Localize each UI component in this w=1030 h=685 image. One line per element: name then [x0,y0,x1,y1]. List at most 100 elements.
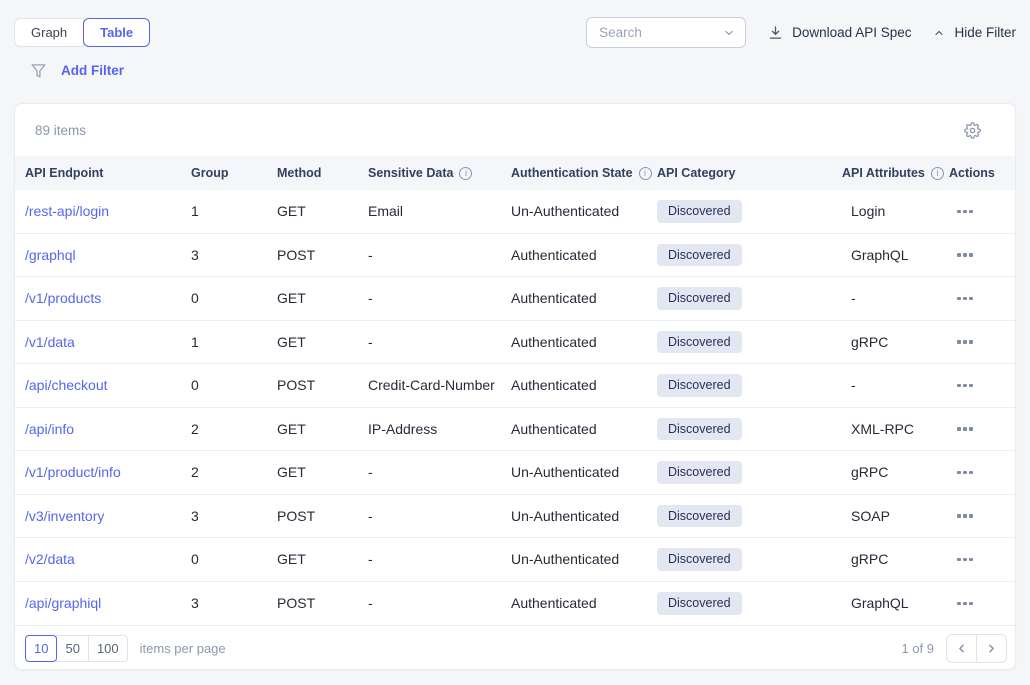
group-cell: 2 [191,420,199,437]
chevron-up-icon [933,27,945,39]
gear-icon[interactable] [964,121,981,139]
column-header-sensitive-data: Sensitive Data i [358,156,501,190]
actions-cell [939,538,1015,581]
endpoint-link[interactable]: /v1/products [25,290,102,307]
row-actions-button[interactable] [955,249,975,261]
endpoint-link[interactable]: /v3/inventory [25,507,105,524]
group-cell: 0 [191,377,199,394]
info-icon[interactable]: i [930,166,944,180]
endpoint-link[interactable]: /v2/data [25,551,75,568]
attributes-cell: GraphQL [851,246,909,263]
category-badge: Discovered [657,374,742,397]
attributes-cell: Login [851,203,886,220]
page-size-100[interactable]: 100 [87,634,128,662]
row-actions-button[interactable] [955,598,975,610]
endpoint-link[interactable]: /api/checkout [25,377,108,394]
auth-state-cell: Authenticated [511,420,597,437]
category-badge: Discovered [657,504,742,527]
endpoint-link[interactable]: /graphql [25,246,76,263]
method-cell: GET [277,551,306,568]
row-actions-button[interactable] [955,467,975,479]
row-actions-button[interactable] [955,336,975,348]
attributes-cell: SOAP [851,507,890,524]
category-badge: Discovered [657,417,742,440]
add-filter-button[interactable]: Add Filter [61,62,124,78]
sensitive-data-cell: - [368,551,373,568]
attributes-cell: - [851,377,856,394]
auth-state-cell: Authenticated [511,333,597,350]
prev-page-button[interactable] [946,633,977,663]
auth-state-cell: Authenticated [511,595,597,612]
actions-cell [939,190,1015,233]
category-badge: Discovered [657,243,742,266]
row-actions-button[interactable] [955,293,975,305]
group-cell: 1 [191,333,199,350]
category-badge: Discovered [657,287,742,310]
attributes-cell: gRPC [851,333,889,350]
actions-cell [939,451,1015,494]
hide-filter-label: Hide Filter [954,25,1016,40]
page-size-10[interactable]: 10 [25,634,58,662]
method-cell: POST [277,595,316,612]
chevron-right-icon [985,642,998,655]
auth-state-cell: Authenticated [511,290,597,307]
row-actions-button[interactable] [955,380,975,392]
items-count: 89 items [35,122,87,138]
info-icon[interactable]: i [459,166,473,180]
row-actions-button[interactable] [955,423,975,435]
tab-table[interactable]: Table [83,18,151,47]
row-actions-button[interactable] [955,510,975,522]
endpoint-link[interactable]: /rest-api/login [25,203,110,220]
endpoint-link[interactable]: /v1/data [25,333,75,350]
hide-filter-button[interactable]: Hide Filter [933,25,1016,40]
group-cell: 2 [191,464,199,481]
endpoint-link[interactable]: /api/info [25,420,75,437]
info-icon[interactable]: i [638,166,652,180]
search-select[interactable] [586,17,747,48]
sensitive-data-cell: - [368,333,373,350]
page-size-selector: 10 50 100 [25,634,128,662]
toolbar: Graph Table Download API Spec Hide Filte… [0,0,1030,48]
download-api-spec-button[interactable]: Download API Spec [768,25,911,40]
method-cell: POST [277,507,316,524]
row-actions-button[interactable] [955,554,975,566]
category-badge: Discovered [657,200,742,223]
category-cell: Discovered [647,582,832,626]
page-size-50[interactable]: 50 [56,634,89,662]
category-cell: Discovered [647,321,832,364]
row-actions-button[interactable] [955,206,975,218]
method-cell: GET [277,290,306,307]
tab-graph[interactable]: Graph [14,18,85,47]
sensitive-data-cell: - [368,595,373,612]
page-status: 1 of 9 [901,640,934,656]
attributes-cell: GraphQL [851,595,909,612]
search-input[interactable] [587,25,712,40]
table-row: /v1/products 0 GET - Authenticated Discovered… [15,277,1015,321]
next-page-button[interactable] [976,633,1007,663]
endpoint-cell: /v1/data [15,321,181,364]
items-per-page-label: items per page [139,640,226,656]
method-cell: GET [277,420,306,437]
attributes-cell: gRPC [851,551,889,568]
actions-cell [939,364,1015,407]
method-cell: GET [277,333,306,350]
view-toggle: Graph Table [14,18,151,47]
auth-state-cell: Un-Authenticated [511,464,620,481]
column-header-api-category: API Category [657,166,736,180]
group-cell: 3 [191,507,199,524]
endpoint-cell: /v1/products [15,277,181,320]
table-row: /v3/inventory 3 POST - Un-Authenticated Disco… [15,495,1015,538]
actions-cell [939,408,1015,451]
sensitive-data-cell: - [368,246,373,263]
category-badge: Discovered [657,461,742,484]
endpoint-link[interactable]: /v1/product/info [25,464,121,481]
auth-state-cell: Un-Authenticated [511,551,620,568]
endpoint-cell: /api/info [15,408,181,451]
chevron-down-icon[interactable] [723,27,735,39]
sensitive-data-cell: - [368,464,373,481]
column-header-actions: Actions [949,166,995,180]
auth-state-cell: Un-Authenticated [511,203,620,220]
method-cell: GET [277,203,306,220]
toolbar-right: Download API Spec Hide Filter [586,17,1016,48]
endpoint-link[interactable]: /api/graphiql [25,595,102,612]
